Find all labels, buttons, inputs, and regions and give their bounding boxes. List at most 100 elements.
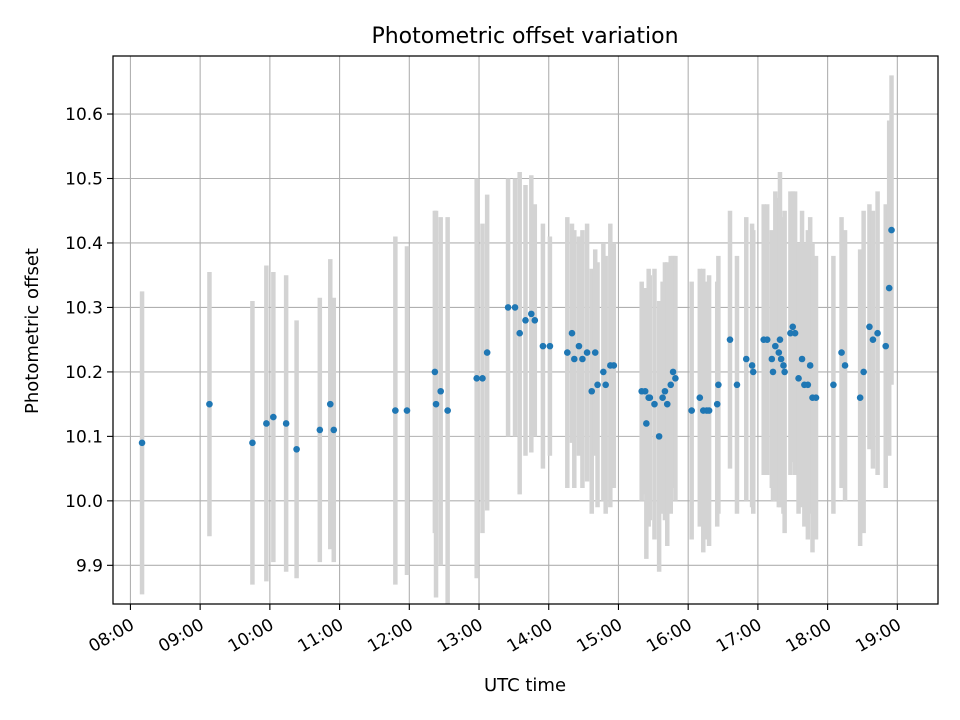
data-point — [516, 329, 523, 337]
data-point — [860, 368, 867, 376]
data-point — [531, 317, 539, 324]
data-point — [249, 439, 256, 447]
data-point — [696, 394, 704, 401]
data-point — [138, 439, 146, 447]
x-tick-label: 19:00 — [852, 615, 904, 657]
data-point — [591, 349, 599, 356]
data-point — [672, 375, 679, 382]
x-tick-label: 11:00 — [295, 615, 347, 657]
x-tick-label: 15:00 — [574, 615, 626, 657]
data-point — [392, 407, 399, 414]
x-tick-label: 10:00 — [225, 615, 277, 657]
data-point — [479, 375, 486, 382]
data-point — [715, 381, 722, 389]
data-point — [772, 342, 779, 350]
y-tick-label: 10.4 — [65, 234, 103, 254]
data-point — [726, 336, 734, 343]
data-point — [776, 336, 784, 343]
data-point — [600, 368, 607, 376]
data-point — [768, 355, 776, 363]
data-point — [473, 375, 480, 382]
y-tick-label: 10.5 — [65, 169, 103, 189]
data-point — [804, 381, 812, 389]
data-point — [838, 349, 845, 356]
data-point — [528, 310, 535, 318]
data-point — [742, 355, 750, 363]
data-point — [588, 387, 596, 395]
data-point — [748, 362, 756, 369]
y-tick-label: 10.1 — [65, 427, 103, 447]
data-point — [444, 407, 451, 414]
data-point — [791, 329, 799, 337]
data-point — [575, 342, 583, 350]
data-point — [667, 381, 675, 389]
data-point — [568, 329, 576, 337]
y-tick-label: 10.3 — [65, 298, 103, 318]
y-axis-ticks: 9.9 10.0 10.1 10.2 10.3 10.4 10.5 10.6 — [65, 105, 113, 576]
data-point — [769, 368, 777, 376]
data-point — [564, 349, 571, 356]
y-tick-label: 10.6 — [65, 105, 103, 125]
x-axis-ticks: 08:00 09:00 10:00 11:00 12:00 13:00 14:00 15:00… — [85, 604, 905, 657]
data-point — [546, 342, 554, 350]
data-point — [316, 426, 324, 434]
data-point — [511, 304, 519, 311]
y-tick-label: 10.0 — [65, 492, 103, 512]
chart-title: Photometric offset variation — [371, 24, 678, 49]
axes-frame — [112, 55, 939, 605]
data-point — [522, 317, 529, 324]
data-point — [293, 445, 300, 453]
data-point — [646, 394, 654, 401]
data-point — [688, 407, 695, 414]
data-point — [483, 349, 491, 356]
data-point — [874, 329, 881, 337]
data-point — [594, 381, 601, 389]
y-tick-label: 9.9 — [76, 556, 103, 576]
data-point — [841, 362, 849, 369]
data-point — [806, 362, 814, 369]
x-tick-label: 13:00 — [434, 615, 486, 657]
data-point — [504, 304, 512, 311]
y-axis-label: Photometric offset — [22, 248, 43, 414]
x-tick-label: 17:00 — [713, 615, 765, 657]
data-point — [888, 226, 895, 234]
data-point — [663, 400, 671, 408]
data-point — [775, 349, 783, 356]
x-tick-label: 12:00 — [364, 615, 416, 657]
data-point — [270, 413, 277, 421]
data-point — [643, 420, 650, 427]
data-point — [795, 375, 802, 382]
x-tick-label: 09:00 — [155, 615, 207, 657]
data-point — [798, 355, 806, 363]
data-point — [655, 433, 663, 440]
data-point — [610, 362, 618, 369]
data-point — [812, 394, 820, 401]
data-point — [713, 400, 721, 408]
data-point — [326, 400, 334, 408]
data-point — [749, 368, 757, 376]
data-point — [777, 355, 785, 363]
data-point — [789, 323, 797, 331]
data-point — [579, 355, 586, 363]
data-point — [641, 387, 649, 395]
data-point — [705, 407, 713, 414]
data-point — [661, 387, 669, 395]
data-point — [602, 381, 609, 389]
data-point — [651, 400, 658, 408]
data-point — [763, 336, 771, 343]
data-point — [431, 368, 439, 376]
data-point — [787, 329, 794, 337]
data-point — [571, 355, 578, 363]
data-point — [282, 420, 290, 427]
x-tick-label: 16:00 — [643, 615, 695, 657]
data-point — [781, 368, 788, 376]
x-tick-label: 08:00 — [85, 615, 137, 657]
data-point — [882, 342, 890, 350]
data-point — [539, 342, 547, 350]
data-point — [733, 381, 741, 389]
data-point — [432, 400, 440, 408]
data-points — [138, 226, 895, 453]
data-point — [583, 349, 591, 356]
data-point — [830, 381, 837, 389]
